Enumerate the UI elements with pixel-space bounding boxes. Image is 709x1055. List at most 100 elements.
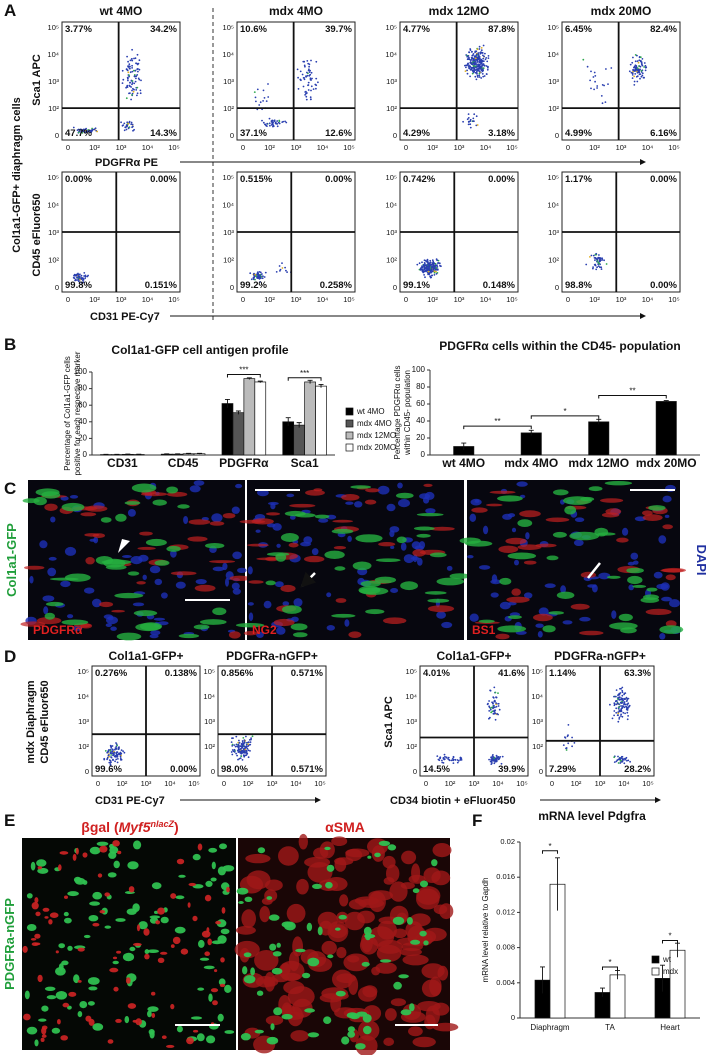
cell-signal [412, 888, 420, 894]
event-dot [636, 54, 638, 57]
y-tick-label: 80 [78, 384, 87, 393]
event-dot [618, 716, 621, 719]
legend-label: mdx [663, 967, 678, 976]
cell-signal [355, 1035, 378, 1055]
event-dot [246, 746, 248, 748]
event-dot [475, 66, 477, 69]
cell-signal [44, 612, 55, 620]
event-dot [590, 87, 592, 90]
cell-signal [412, 549, 426, 557]
event-dot [240, 752, 243, 755]
event-dot [494, 758, 497, 761]
event-dot [427, 267, 430, 270]
stain-label: BS1 [472, 623, 496, 637]
event-dot [423, 265, 426, 268]
cell-signal [115, 918, 126, 922]
event-dot [132, 129, 134, 132]
event-dot [483, 64, 486, 67]
cell-signal [241, 909, 256, 929]
cell-signal [383, 617, 407, 624]
cell-signal [284, 510, 306, 517]
event-dot [233, 744, 236, 746]
event-dot [565, 747, 568, 749]
event-dot [624, 759, 626, 761]
cell-signal [188, 519, 211, 525]
cell-signal [92, 922, 100, 927]
error-bar [596, 418, 602, 425]
event-dot [136, 94, 138, 97]
event-dot [443, 758, 446, 760]
event-dot [614, 700, 617, 703]
cell-signal [111, 609, 125, 613]
cell-signal [360, 580, 381, 587]
y-tick-label: 10³ [48, 77, 59, 86]
event-dot [601, 84, 604, 86]
event-dot [315, 84, 318, 87]
y-tick-label: 10³ [48, 228, 59, 237]
event-dot [643, 62, 646, 64]
cell-signal [333, 546, 346, 550]
event-dot [115, 742, 117, 744]
cell-signal [326, 625, 335, 631]
event-dot [235, 743, 238, 746]
cell-signal [35, 911, 41, 917]
event-dot [247, 743, 250, 746]
event-dot [111, 752, 114, 755]
x-tick-label: 10⁵ [668, 143, 679, 152]
quadrant-value: 0.258% [320, 280, 353, 291]
event-dot [611, 717, 614, 720]
event-dot [76, 279, 78, 282]
event-dot [482, 57, 485, 60]
bar [254, 381, 267, 456]
event-dot [238, 741, 241, 744]
event-dot [618, 698, 621, 701]
cell-signal [231, 582, 240, 590]
event-dot [590, 254, 593, 257]
event-dot [478, 70, 481, 73]
cell-signal [425, 508, 436, 514]
cell-signal [225, 577, 229, 587]
event-dot [274, 122, 277, 124]
event-dot [307, 81, 310, 84]
event-dot [116, 755, 119, 758]
event-dot [643, 66, 645, 68]
cell-signal [77, 1011, 83, 1018]
event-dot [621, 697, 624, 700]
event-dot [424, 269, 427, 272]
cell-signal [62, 1002, 70, 1008]
x-tick-label: 10⁵ [168, 143, 179, 152]
event-dot [628, 70, 631, 73]
y-tick-label: 0 [555, 131, 559, 140]
event-dot [254, 273, 257, 276]
event-dot [613, 761, 616, 763]
cell-signal [382, 855, 396, 869]
event-dot [233, 748, 236, 751]
event-dot [72, 276, 75, 279]
event-dot [131, 94, 133, 96]
event-dot [137, 77, 140, 80]
cell-signal [237, 567, 247, 574]
significance-bracket [542, 850, 558, 854]
event-dot [616, 702, 619, 705]
event-dot [423, 274, 425, 276]
cell-signal [427, 598, 450, 603]
event-dot [126, 55, 128, 58]
event-dot [427, 270, 430, 273]
event-dot [243, 754, 246, 757]
event-dot [116, 761, 119, 764]
event-dot [626, 718, 629, 721]
event-dot [478, 65, 481, 68]
event-dot [122, 750, 124, 753]
event-dot [631, 61, 634, 64]
event-dot [600, 266, 603, 269]
cell-signal [630, 552, 639, 560]
cell-signal [194, 584, 216, 592]
cell-signal [355, 1043, 366, 1050]
cell-signal [341, 1036, 350, 1045]
side-label: Col1a1-GFP [4, 523, 19, 597]
event-dot [431, 274, 433, 277]
quadrant-value: 0.742% [403, 174, 436, 185]
cell-signal [436, 577, 465, 586]
cell-signal [325, 881, 333, 889]
event-dot [245, 749, 248, 752]
